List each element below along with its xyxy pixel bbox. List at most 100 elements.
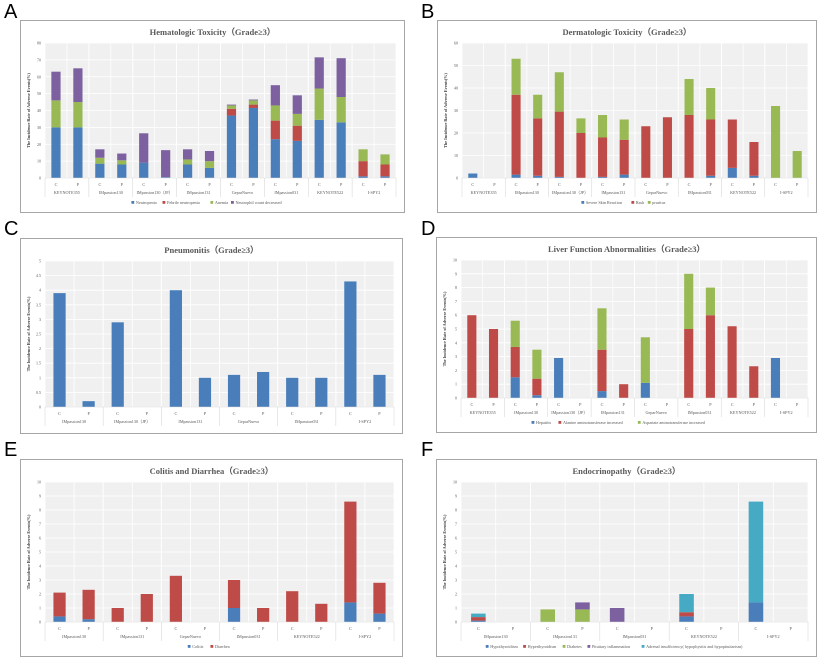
legend-swatch — [558, 421, 562, 424]
bar-segment — [358, 149, 368, 162]
bar-segment — [373, 374, 386, 407]
y-tick-label: 40 — [37, 108, 41, 113]
chart-title: Pneumonitis（Grade≥3） — [164, 245, 258, 255]
y-tick-label: 60 — [454, 41, 458, 46]
dermatologic-toxicity-chart: Dermatologic Toxicity（Grade≥3） 0 10 20 30 40 5… — [437, 20, 817, 213]
arm-label: P — [252, 182, 255, 187]
bar-segment — [227, 374, 241, 407]
arm-label: P — [262, 626, 265, 631]
bar-segment — [204, 167, 215, 178]
bar-segment — [749, 142, 759, 176]
bar-segment — [727, 326, 737, 398]
bar-segment — [270, 139, 280, 178]
arm-label: P — [789, 626, 792, 631]
legend-label: Rash — [636, 200, 645, 205]
arm-label: P — [710, 182, 713, 187]
y-tick-label: 1 — [455, 382, 457, 387]
chart-svg: Colitis and Diarrhea（Grade≥3） 0 1 2 3 4 5 6 7 8 9 1… — [26, 466, 395, 649]
bar-segment — [161, 177, 171, 178]
group-label: I-SPY2 — [359, 634, 372, 639]
y-tick-label: 8 — [455, 508, 457, 513]
bar-segment — [619, 119, 629, 140]
bar-segment — [248, 99, 259, 101]
y-tick-label: 4 — [455, 340, 457, 345]
bar-segment — [511, 174, 521, 178]
bar-segment — [749, 366, 759, 398]
bar-segment — [139, 162, 149, 178]
arm-label: C — [477, 626, 480, 631]
arm-label: C — [685, 626, 688, 631]
bar-segment — [314, 57, 324, 89]
bar-segment — [182, 159, 193, 165]
y-tick-label: 70 — [37, 57, 41, 62]
arm-label: P — [753, 182, 756, 187]
arm-label: C — [644, 402, 647, 407]
y-tick-label: 4 — [455, 564, 457, 569]
bar-segment — [679, 612, 694, 617]
arm-label: P — [121, 182, 124, 187]
group-label: IMpassion130 — [62, 634, 86, 639]
arm-label: P — [796, 182, 799, 187]
bar-segment — [511, 58, 521, 95]
arm-label: P — [340, 182, 343, 187]
y-tick-label: 0 — [455, 620, 457, 625]
bar-segment — [533, 175, 543, 178]
bar-segment — [598, 115, 608, 138]
y-tick-label: 3 — [39, 317, 41, 322]
arm-label: P — [164, 182, 167, 187]
bar-segment — [706, 88, 716, 120]
arm-label: C — [515, 182, 518, 187]
y-axis-title: The Incidence Rate of Adverse Events(%) — [442, 291, 447, 366]
legend-swatch — [485, 645, 489, 648]
bar-segment — [286, 377, 299, 407]
legend-swatch — [562, 645, 566, 648]
y-tick-label: 5 — [455, 550, 457, 555]
bar-segment — [257, 608, 270, 622]
y-tick-label: 9 — [455, 494, 457, 499]
bar-segment — [510, 377, 520, 398]
bar-segment — [248, 104, 259, 108]
legend-swatch — [131, 201, 135, 204]
legend-label: Diabetes — [567, 644, 582, 649]
y-axis-title: The Incidence Rate of Adverse Events(%) — [443, 73, 448, 148]
bar-segment — [292, 125, 302, 141]
group-label: IMpassion130（JP） — [114, 419, 150, 424]
legend-label: Febrile neutropenia — [167, 200, 200, 205]
legend-swatch — [587, 645, 591, 648]
bar-segment — [380, 164, 390, 177]
bar-segment — [315, 603, 328, 622]
y-tick-label: 6 — [39, 536, 41, 541]
bar-segment — [576, 133, 586, 178]
bar-segment — [51, 100, 61, 128]
y-tick-label: 10 — [454, 153, 458, 158]
arm-label: C — [362, 182, 365, 187]
bar-segment — [684, 329, 694, 398]
group-label: IMpassion031 — [274, 190, 298, 195]
group-label: I-SPY2 — [780, 190, 793, 195]
y-tick-label: 3 — [455, 578, 457, 583]
y-tick-label: 6 — [455, 313, 457, 318]
bar-segment — [51, 127, 61, 178]
bar-segment — [182, 149, 193, 160]
pneumonitis-chart: Pneumonitis（Grade≥3） 0 0.5 1 1.5 2 2.5 3 3.5 4 4.5… — [20, 238, 403, 434]
group-label: IMpassion031 — [688, 190, 712, 195]
bar-segment — [117, 164, 127, 178]
bar-segment — [679, 594, 694, 613]
y-tick-label: 5 — [39, 259, 41, 264]
legend-swatch — [647, 201, 651, 204]
arm-label: C — [774, 402, 777, 407]
liver-function-chart: Liver Function Abnormalities（Grade≥3） 0 1 2… — [436, 237, 817, 433]
arm-label: C — [318, 182, 321, 187]
bar-segment — [314, 119, 324, 178]
group-label: KEYNOTE355 — [470, 410, 496, 415]
y-tick-label: 10 — [453, 258, 457, 263]
bar-segment — [358, 176, 368, 178]
arm-label: C — [274, 182, 277, 187]
bar-segment — [169, 290, 182, 407]
y-tick-label: 8 — [455, 285, 457, 290]
panel-letter-b: B — [421, 1, 435, 23]
bar-segment — [82, 401, 95, 407]
arm-label: P — [262, 411, 265, 416]
y-tick-label: 2 — [455, 368, 457, 373]
y-tick-label: 7 — [455, 522, 457, 527]
